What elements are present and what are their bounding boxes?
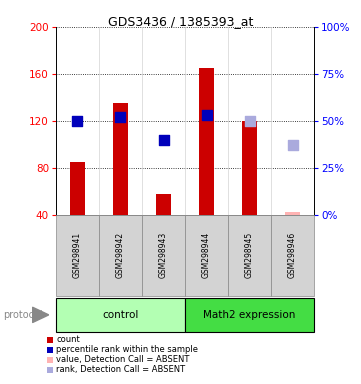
Point [290,142,295,149]
Text: GSM298942: GSM298942 [116,232,125,278]
Point [75,118,81,124]
Text: percentile rank within the sample: percentile rank within the sample [56,345,198,354]
Point [161,137,166,143]
Text: control: control [102,310,139,320]
Polygon shape [32,307,49,323]
Text: count: count [56,335,80,344]
Bar [285,212,300,215]
Text: GSM298946: GSM298946 [288,232,297,278]
Text: Math2 expression: Math2 expression [203,310,296,320]
Text: GDS3436 / 1385393_at: GDS3436 / 1385393_at [108,15,253,28]
Text: GSM298941: GSM298941 [73,232,82,278]
Bar [242,121,257,215]
Point [118,114,123,120]
Bar [199,68,214,215]
Text: GSM298943: GSM298943 [159,232,168,278]
Bar [156,194,171,215]
Point [247,118,252,124]
Text: rank, Detection Call = ABSENT: rank, Detection Call = ABSENT [56,365,186,374]
Point [204,112,209,118]
Text: value, Detection Call = ABSENT: value, Detection Call = ABSENT [56,355,190,364]
Text: GSM298945: GSM298945 [245,232,254,278]
Bar [113,103,128,215]
Bar [70,162,85,215]
Text: protocol: protocol [4,310,43,320]
Text: GSM298944: GSM298944 [202,232,211,278]
